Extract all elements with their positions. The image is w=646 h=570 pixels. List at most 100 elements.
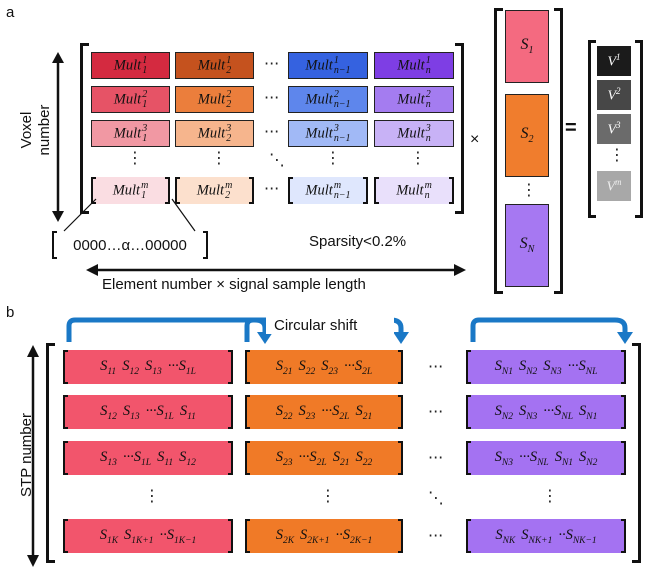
signal-right-bracket (554, 8, 563, 294)
mult-label: Mult 2 n−1 (305, 88, 350, 110)
stp-token-base: S (579, 448, 587, 465)
row-ellipsis-c2: ⋮ (211, 148, 227, 167)
mult-cell-r2-c4: Mult 2 n (374, 86, 454, 113)
stp-cell-purple-row4: SNK SNK+1 ··SNK−1 (466, 519, 626, 553)
mult-label: Mult 2 n (397, 89, 431, 110)
stp-token: ···S1L (167, 357, 196, 377)
stp-token-sub: NL (585, 366, 598, 377)
cell-bracket-right (621, 350, 626, 384)
mult-sup: 3 (333, 122, 339, 134)
mult-sub: 2 (226, 132, 232, 144)
stp-token-base: S (144, 357, 153, 374)
stp-token-base: ···S (167, 357, 186, 374)
stp-token-base: S (321, 357, 329, 374)
cell-bracket-left (245, 441, 250, 475)
stp-token: S11 (179, 402, 196, 422)
output-label: Vm (606, 177, 621, 196)
stp-token: SN1 (495, 358, 513, 377)
stp-token-base: S (518, 402, 527, 419)
stp-cell-red-row3: S13 ···S1L S11 S12 (63, 441, 233, 475)
mult-base: Mult (305, 124, 333, 141)
mult-sup: 1 (226, 54, 232, 66)
mult-sup: 2 (333, 88, 339, 100)
stp-token: SN2 (579, 448, 597, 468)
mult-label: Mult 2 1 (114, 89, 148, 110)
stp-token-base: S (494, 448, 502, 465)
stp-token-base: S (275, 357, 284, 374)
row-ellipsis-c1: ⋮ (127, 148, 143, 167)
signal-cell-N: SN (505, 204, 549, 287)
mult-sub: n (425, 132, 431, 144)
mult-cell-r4-c3: Mult m n−1 (288, 177, 368, 204)
cell-bracket-left (91, 177, 96, 204)
output-sup: m (615, 176, 622, 187)
stp-sequence: SN3 ···SNL SN1 SN2 (495, 449, 598, 468)
mult-sub: n−1 (333, 189, 351, 201)
mult-base: Mult (305, 90, 333, 107)
stp-left-bracket (46, 343, 55, 563)
mult-cell-r2-c2: Mult 2 2 (175, 86, 254, 113)
stp-sequence: S12 S13 ···S1L S11 (100, 403, 196, 422)
output-sup: 2 (616, 85, 621, 96)
cell-bracket-right (249, 177, 254, 204)
stp-token: SN1 (555, 449, 573, 468)
stp-token: SNK+1 (521, 527, 553, 546)
output-sup: 3 (616, 119, 621, 130)
mult-sub: n (425, 98, 431, 110)
stp-token-base: S (494, 402, 502, 419)
signal-ellipsis: ⋮ (521, 180, 537, 199)
sparsity-label: Sparsity<0.2% (309, 233, 407, 250)
signal-left-bracket (494, 8, 503, 294)
stp-sequence: S22 S23 ···S2L S21 (276, 403, 372, 422)
stp-token-sub: 21 (283, 366, 293, 377)
stp-token-sub: NK+1 (528, 535, 553, 546)
mult-base: Mult (396, 181, 424, 198)
stp-token: ···S1L (122, 448, 151, 468)
stp-token: SNK (495, 527, 515, 546)
stp-token-sub: 21 (362, 411, 373, 422)
stp-token: S13 (122, 402, 140, 422)
stp-token-base: ···S (518, 448, 538, 465)
stp-row-ellipsis-purple: ⋮ (542, 486, 558, 505)
mult-label: Mult 1 n (397, 55, 431, 76)
stp-token: S1K (100, 527, 118, 546)
stp-token: S1K+1 (124, 527, 154, 546)
stp-token-base: ···S (122, 448, 142, 465)
stp-token-base: S (122, 402, 131, 419)
mult-sub: 1 (142, 98, 148, 110)
stp-col-ellipsis-3: ··· (428, 448, 444, 467)
stp-token-sub: 1L (185, 366, 196, 377)
signal-label: S2 (521, 125, 534, 145)
cell-bracket-left (288, 177, 293, 204)
stp-token-sub: 23 (328, 366, 339, 377)
signal-sub: 1 (528, 45, 534, 57)
cell-bracket-right (398, 441, 403, 475)
mult-cell-r3-c3: Mult 3 n−1 (288, 120, 368, 147)
stp-token-base: S (179, 402, 188, 419)
mult-base: Mult (397, 90, 425, 107)
mult-sup: 3 (142, 122, 148, 134)
mult-cell-r4-c4: Mult m n (374, 177, 454, 204)
mult-sub: 2 (225, 189, 231, 201)
stp-token-sub: NK−1 (572, 535, 597, 546)
stp-token: SN2 (519, 358, 538, 377)
mult-cell-r2-c1: Mult 2 1 (91, 86, 170, 113)
stp-token-sub: 23 (283, 457, 293, 468)
stp-token-sub: 21 (339, 457, 350, 468)
stp-cell-orange-row4: S2K S2K+1 ··S2K−1 (245, 519, 403, 553)
cell-bracket-left (466, 350, 471, 384)
stp-token: S11 (157, 448, 173, 468)
stp-row-ellipsis-orange: ⋮ (320, 486, 336, 505)
cell-bracket-left (374, 177, 379, 204)
mult-label: Mult 1 2 (198, 54, 232, 76)
stp-token-sub: N2 (526, 366, 538, 377)
mult-cell-r3-c4: Mult 3 n (374, 120, 454, 147)
mult-label: Mult 1 n−1 (305, 55, 350, 76)
signal-base: S (520, 36, 529, 54)
stp-token-base: S (157, 448, 165, 465)
stp-token: S21 (275, 357, 293, 377)
